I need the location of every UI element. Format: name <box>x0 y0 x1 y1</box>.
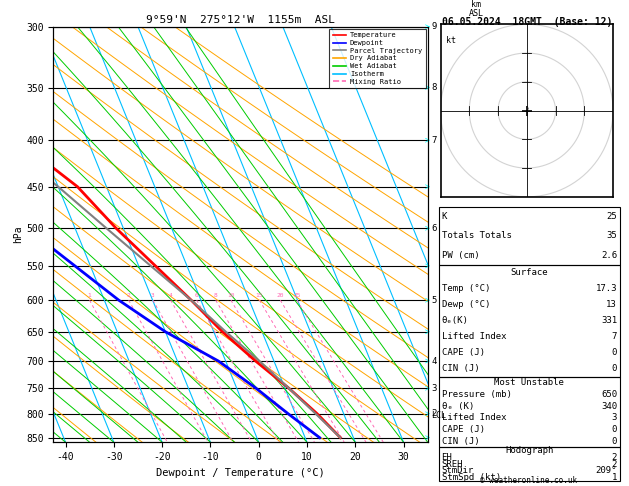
Text: 209°: 209° <box>596 467 617 475</box>
Text: 0: 0 <box>611 437 617 446</box>
Text: 340: 340 <box>601 401 617 411</box>
Text: 3: 3 <box>431 384 437 393</box>
Text: K: K <box>442 212 447 221</box>
Title: 9°59'N  275°12'W  1155m  ASL: 9°59'N 275°12'W 1155m ASL <box>146 15 335 25</box>
Text: 06.05.2024  18GMT  (Base: 12): 06.05.2024 18GMT (Base: 12) <box>442 17 612 27</box>
Text: 7: 7 <box>611 332 617 341</box>
Text: SREH: SREH <box>442 460 463 469</box>
Text: 7: 7 <box>431 136 437 145</box>
Text: CIN (J): CIN (J) <box>442 364 479 373</box>
Text: 20: 20 <box>277 293 284 298</box>
Text: Dewp (°C): Dewp (°C) <box>442 300 490 309</box>
Text: 9: 9 <box>431 22 437 31</box>
Text: Most Unstable: Most Unstable <box>494 378 564 387</box>
Text: 0: 0 <box>611 364 617 373</box>
Text: Temp (°C): Temp (°C) <box>442 284 490 294</box>
Text: 1: 1 <box>611 473 617 482</box>
X-axis label: Dewpoint / Temperature (°C): Dewpoint / Temperature (°C) <box>156 468 325 478</box>
Text: 35: 35 <box>606 231 617 240</box>
Text: 2: 2 <box>611 453 617 462</box>
Legend: Temperature, Dewpoint, Parcel Trajectory, Dry Adiabat, Wet Adiabat, Isotherm, Mi: Temperature, Dewpoint, Parcel Trajectory… <box>329 29 426 88</box>
Text: 4: 4 <box>169 293 172 298</box>
Text: θₑ (K): θₑ (K) <box>442 401 474 411</box>
Text: 2: 2 <box>431 409 437 418</box>
Text: Lifted Index: Lifted Index <box>442 413 506 422</box>
Text: 6: 6 <box>195 293 199 298</box>
Text: 5: 5 <box>431 295 437 305</box>
Text: 3: 3 <box>611 413 617 422</box>
Text: CAPE (J): CAPE (J) <box>442 348 484 357</box>
Text: 2: 2 <box>611 460 617 469</box>
Text: CIN (J): CIN (J) <box>442 437 479 446</box>
Y-axis label: hPa: hPa <box>13 226 23 243</box>
Text: 0: 0 <box>611 425 617 434</box>
Text: StmDir: StmDir <box>442 467 474 475</box>
Text: Totals Totals: Totals Totals <box>442 231 511 240</box>
Text: kt: kt <box>446 36 456 45</box>
Text: Surface: Surface <box>511 268 548 278</box>
Text: 1: 1 <box>87 293 91 298</box>
Text: 3: 3 <box>151 293 155 298</box>
Text: 13: 13 <box>606 300 617 309</box>
Text: CAPE (J): CAPE (J) <box>442 425 484 434</box>
Text: 25: 25 <box>606 212 617 221</box>
Text: Lifted Index: Lifted Index <box>442 332 506 341</box>
Text: PW (cm): PW (cm) <box>442 251 479 260</box>
Text: 8: 8 <box>431 83 437 92</box>
Text: Hodograph: Hodograph <box>505 446 554 455</box>
Text: km
ASL: km ASL <box>469 0 484 18</box>
Text: 4: 4 <box>431 357 437 365</box>
Text: 15: 15 <box>256 293 263 298</box>
Text: 2: 2 <box>127 293 131 298</box>
Text: 17.3: 17.3 <box>596 284 617 294</box>
Text: EH: EH <box>442 453 452 462</box>
Text: 0: 0 <box>611 348 617 357</box>
Text: StmSpd (kt): StmSpd (kt) <box>442 473 501 482</box>
Text: 8: 8 <box>214 293 218 298</box>
Text: Pressure (mb): Pressure (mb) <box>442 390 511 399</box>
Text: 331: 331 <box>601 316 617 325</box>
Text: 6: 6 <box>431 224 437 233</box>
Text: 10: 10 <box>227 293 235 298</box>
Text: 650: 650 <box>601 390 617 399</box>
Text: θₑ(K): θₑ(K) <box>442 316 469 325</box>
Text: © weatheronline.co.uk: © weatheronline.co.uk <box>480 476 577 485</box>
Text: LCL: LCL <box>431 411 447 420</box>
Text: 25: 25 <box>293 293 301 298</box>
Text: 2.6: 2.6 <box>601 251 617 260</box>
